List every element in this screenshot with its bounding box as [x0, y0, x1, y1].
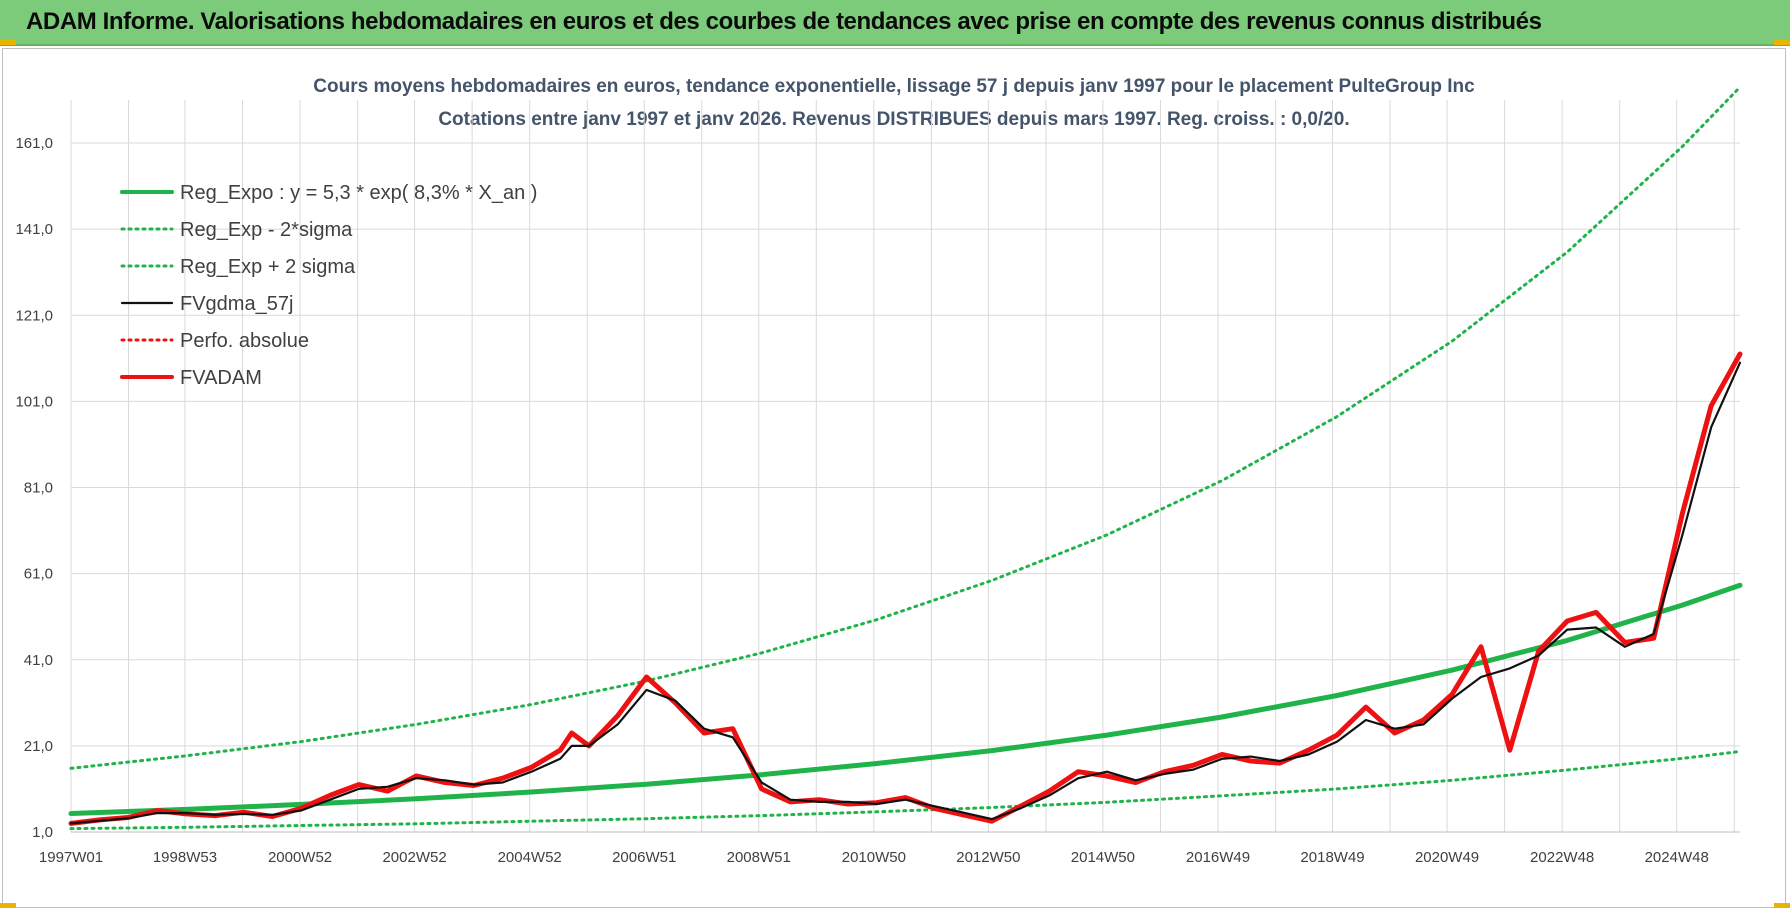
x-tick-label: 2020W49	[1415, 849, 1479, 866]
report-title: ADAM Informe. Valorisations hebdomadaire…	[26, 8, 1542, 35]
x-tick-label: 2006W51	[612, 849, 676, 866]
frame-corner-marker	[1774, 903, 1790, 908]
x-tick-label: 1997W01	[39, 849, 103, 866]
x-tick-label: 2014W50	[1071, 849, 1135, 866]
series-line-1	[69, 750, 1742, 831]
y-tick-label: 81,0	[24, 480, 53, 497]
series-line-5	[68, 351, 1743, 826]
y-tick-label: 41,0	[24, 652, 53, 669]
x-tick-label: 2022W48	[1530, 849, 1594, 866]
x-tick-label: 1998W53	[153, 849, 217, 866]
x-tick-label: 2002W52	[382, 849, 446, 866]
x-tick-label: 2018W49	[1300, 849, 1364, 866]
frame-corner-marker	[0, 903, 16, 908]
legend-label: FVADAM	[180, 367, 262, 389]
chart-frame	[2, 48, 1786, 908]
report-header: ADAM Informe. Valorisations hebdomadaire…	[0, 0, 1790, 46]
chart-axes: 1,0 21,0 41,0 61,0 81,0 101,0 121,0 141,0 161,0 1…	[15, 135, 1740, 866]
x-tick-label: 2000W52	[268, 849, 332, 866]
legend-label: FVgdma_57j	[180, 293, 293, 315]
chart-grid	[70, 100, 1740, 833]
frame-corner-marker	[0, 40, 16, 45]
legend-label: Perfo. absolue	[180, 330, 309, 352]
y-tick-label: 101,0	[15, 393, 53, 410]
y-tick-label: 121,0	[15, 307, 53, 324]
x-tick-label: 2010W50	[842, 849, 906, 866]
y-tick-label: 141,0	[15, 221, 53, 238]
series-line-3	[69, 361, 1742, 825]
series-line-2	[69, 85, 1742, 770]
y-tick-label: 21,0	[24, 738, 53, 755]
chart-title-line-2: Cotations entre janv 1997 et janv 2026. …	[438, 109, 1349, 130]
legend-label: Reg_Exp - 2*sigma	[180, 219, 353, 241]
chart-title-line-1: Cours moyens hebdomadaires en euros, ten…	[313, 76, 1475, 97]
chart-series	[68, 85, 1743, 831]
x-tick-label: 2016W49	[1186, 849, 1250, 866]
x-tick-label: 2004W52	[498, 849, 562, 866]
y-tick-label: 161,0	[15, 135, 53, 152]
x-tick-label: 2024W48	[1645, 849, 1709, 866]
legend-label: Reg_Exp + 2 sigma	[180, 256, 356, 278]
y-tick-label: 1,0	[32, 824, 53, 841]
chart-legend: Reg_Expo : y = 5,3 * exp( 8,3% * X_an ) R…	[120, 182, 537, 389]
x-tick-label: 2008W51	[727, 849, 791, 866]
y-tick-label: 61,0	[24, 566, 53, 583]
series-line-0	[68, 582, 1743, 816]
x-tick-label: 2012W50	[956, 849, 1020, 866]
frame-corner-marker	[1774, 40, 1790, 45]
legend-label: Reg_Expo : y = 5,3 * exp( 8,3% * X_an )	[180, 182, 537, 204]
